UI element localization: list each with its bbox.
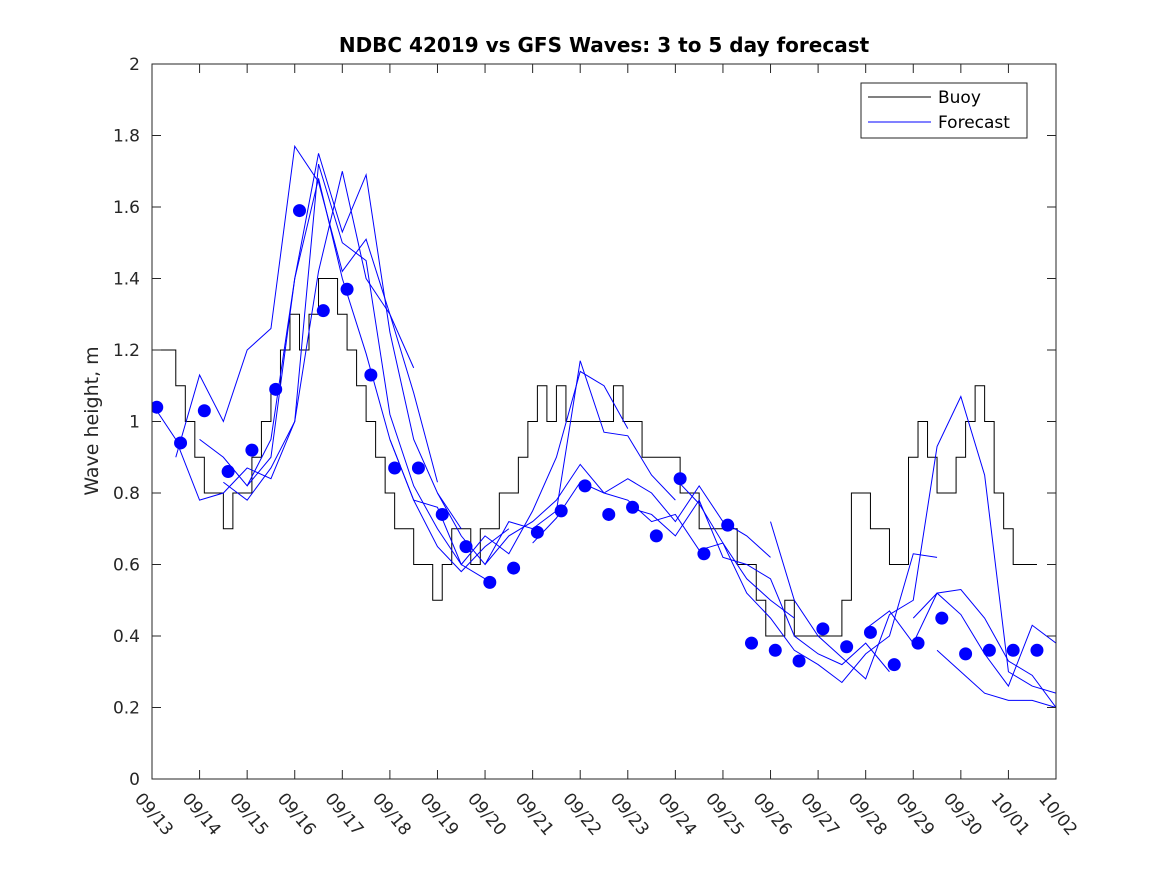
forecast-marker <box>863 625 877 639</box>
data-layer <box>152 144 1056 708</box>
x-tick-label: 09/23 <box>606 789 653 839</box>
forecast-line-3 <box>223 163 486 580</box>
forecast-marker <box>744 636 758 650</box>
forecast-marker <box>435 507 449 521</box>
x-tick-label: 09/16 <box>273 789 320 839</box>
y-tick-label: 1.8 <box>113 127 140 147</box>
y-tick-label: 2 <box>129 55 140 75</box>
forecast-marker <box>626 500 640 514</box>
forecast-marker <box>602 507 616 521</box>
x-tick-label: 09/20 <box>463 789 510 839</box>
x-tick-label: 09/26 <box>749 789 796 839</box>
forecast-marker <box>792 654 806 668</box>
x-tick-label: 09/25 <box>701 789 748 839</box>
buoy-line <box>152 278 1037 637</box>
forecast-marker <box>697 547 711 561</box>
legend-label-forecast: Forecast <box>938 113 1010 133</box>
y-tick-label: 0 <box>129 770 140 790</box>
forecast-marker <box>483 575 497 589</box>
forecast-marker <box>982 643 996 657</box>
y-tick-label: 1.2 <box>113 341 140 361</box>
chart-title: NDBC 42019 vs GFS Waves: 3 to 5 day fore… <box>339 33 870 57</box>
y-axis-label: Wave height, m <box>81 346 103 495</box>
forecast-marker <box>459 540 473 554</box>
x-tick-label: 09/19 <box>416 789 463 839</box>
forecast-marker <box>152 400 164 414</box>
x-tick-label: 09/22 <box>558 789 605 839</box>
forecast-marker <box>507 561 521 575</box>
forecast-marker <box>673 472 687 486</box>
x-tick-label: 09/24 <box>654 789 701 839</box>
y-tick-label: 1 <box>129 413 140 433</box>
x-tick-label: 09/15 <box>225 789 272 839</box>
forecast-marker <box>340 282 354 296</box>
forecast-marker <box>649 529 663 543</box>
forecast-marker <box>364 368 378 382</box>
forecast-marker <box>197 404 211 418</box>
forecast-line-5 <box>389 370 629 566</box>
x-tick-label: 10/01 <box>987 789 1034 839</box>
y-tick-label: 0.6 <box>113 556 140 576</box>
forecast-marker <box>411 461 425 475</box>
forecast-line-8 <box>532 481 795 619</box>
forecast-marker <box>245 443 259 457</box>
forecast-line-11 <box>770 395 1056 694</box>
x-tick-label: 09/18 <box>368 789 415 839</box>
y-tick-label: 0.2 <box>113 699 140 719</box>
forecast-line-14 <box>936 649 1056 708</box>
x-tick-label: 09/29 <box>891 789 938 839</box>
forecast-marker <box>530 525 544 539</box>
forecast-line-1 <box>175 144 438 483</box>
legend: Buoy Forecast <box>860 82 1028 139</box>
forecast-marker <box>935 611 949 625</box>
plot-area <box>152 144 1056 708</box>
forecast-marker <box>1030 643 1044 657</box>
x-tick-label: 09/27 <box>796 789 843 839</box>
forecast-line-12 <box>865 588 1056 708</box>
forecast-marker <box>292 204 306 218</box>
forecast-marker <box>554 504 568 518</box>
forecast-line-2 <box>199 153 462 530</box>
forecast-marker <box>959 647 973 661</box>
forecast-marker <box>388 461 402 475</box>
legend-label-buoy: Buoy <box>938 88 981 108</box>
x-tick-label: 09/13 <box>130 789 177 839</box>
x-tick-label: 09/17 <box>320 789 367 839</box>
forecast-line-4 <box>246 178 510 573</box>
forecast-line-13 <box>912 592 1056 688</box>
forecast-marker <box>768 643 782 657</box>
forecast-marker <box>221 465 235 479</box>
x-tick-label: 09/21 <box>511 789 558 839</box>
forecast-line-10 <box>675 478 938 684</box>
forecast-marker <box>911 636 925 650</box>
forecast-marker <box>840 640 854 654</box>
x-tick-label: 09/30 <box>939 789 986 839</box>
forecast-marker <box>269 382 283 396</box>
forecast-line-0 <box>152 171 415 501</box>
forecast-marker <box>578 479 592 493</box>
forecast-marker <box>721 518 735 532</box>
forecast-marker <box>816 622 830 636</box>
x-tick-label: 10/02 <box>1034 789 1081 839</box>
y-tick-label: 1.6 <box>113 198 140 218</box>
y-tick-label: 0.8 <box>113 484 140 504</box>
forecast-marker <box>174 436 188 450</box>
forecast-marker <box>316 304 330 318</box>
forecast-marker <box>1006 643 1020 657</box>
x-tick-label: 09/28 <box>844 789 891 839</box>
forecast-marker <box>887 658 901 672</box>
y-tick-label: 0.4 <box>113 627 140 647</box>
legend-box <box>860 82 1028 139</box>
y-tick-label: 1.4 <box>113 270 140 290</box>
x-tick-label: 09/14 <box>178 789 225 839</box>
